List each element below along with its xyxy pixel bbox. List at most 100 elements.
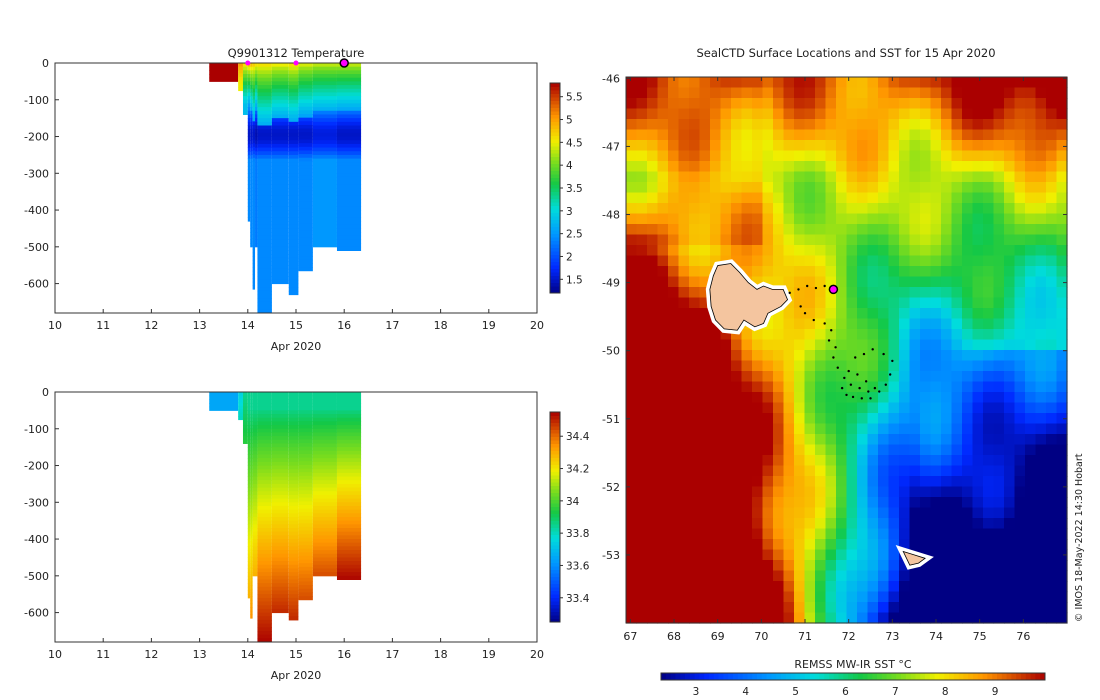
sst-cell xyxy=(993,140,1005,152)
section-cell xyxy=(271,461,289,467)
section-cell xyxy=(209,392,239,397)
section-cell xyxy=(298,490,313,495)
sst-cell xyxy=(710,539,722,551)
sst-cell xyxy=(794,581,806,593)
sst-cell xyxy=(731,434,743,446)
sst-cell xyxy=(741,423,753,435)
sst-cell xyxy=(1004,308,1016,320)
section-cell xyxy=(288,283,299,288)
section-cell xyxy=(312,517,337,522)
sst-cell xyxy=(794,287,806,299)
sst-cell xyxy=(804,444,816,456)
sst-cell xyxy=(1004,413,1016,425)
sst-cell xyxy=(941,140,953,152)
colorbar-swatch xyxy=(550,468,560,472)
sst-cell xyxy=(647,518,659,530)
sst-cell xyxy=(972,381,984,393)
colorbar-swatch xyxy=(550,489,560,493)
sst-cell xyxy=(657,98,669,110)
section-cell xyxy=(250,176,253,182)
section-cell xyxy=(298,234,313,239)
sst-cell xyxy=(951,276,963,288)
sst-cell xyxy=(741,402,753,414)
section-cell xyxy=(271,110,289,115)
sst-cell xyxy=(857,602,869,614)
sst-cell xyxy=(1014,528,1026,540)
section-cell xyxy=(250,464,253,470)
sst-cell xyxy=(815,465,827,477)
latest-position-marker xyxy=(828,284,839,295)
section-cell xyxy=(312,92,337,97)
sst-cell xyxy=(1004,77,1016,89)
sst-cell xyxy=(962,581,974,593)
section-cell xyxy=(247,406,251,411)
colorbar-swatch xyxy=(550,583,560,588)
section-cell xyxy=(257,243,272,248)
section-cell xyxy=(271,121,289,126)
sst-cell xyxy=(752,224,764,236)
sst-cell xyxy=(678,444,690,456)
colorbar-swatch xyxy=(550,555,560,560)
section-cell xyxy=(247,210,251,215)
sst-cell xyxy=(699,518,711,530)
sst-cell xyxy=(836,108,848,120)
section-cell xyxy=(271,392,289,397)
section-cell xyxy=(271,96,289,101)
sst-cell xyxy=(731,518,743,530)
sst-cell xyxy=(909,497,921,509)
section-cell xyxy=(250,592,253,597)
sst-cell xyxy=(1046,255,1058,267)
section-cell xyxy=(255,92,258,97)
section-cell xyxy=(257,630,272,636)
sst-cell xyxy=(783,108,795,120)
sst-cell xyxy=(783,570,795,582)
section-cell xyxy=(252,157,256,162)
section-cell xyxy=(250,453,253,459)
sst-cell xyxy=(983,234,995,246)
sst-cell xyxy=(867,329,879,341)
sst-cell xyxy=(1014,465,1026,477)
sst-cell xyxy=(993,150,1005,162)
sst-cell xyxy=(962,528,974,540)
map-x-tick-label: 68 xyxy=(667,630,681,643)
sst-cell xyxy=(668,276,680,288)
section-cell xyxy=(257,173,272,178)
sst-cell xyxy=(773,612,785,624)
section-cell xyxy=(250,530,253,535)
sst-cell xyxy=(899,371,911,383)
section-cell xyxy=(250,497,253,502)
section-cell xyxy=(336,81,362,86)
section-cell xyxy=(250,199,253,204)
sst-cell xyxy=(825,539,837,551)
section-cell xyxy=(336,228,362,233)
sst-cell xyxy=(647,119,659,131)
sst-cell xyxy=(794,497,806,509)
section-cell xyxy=(247,461,251,467)
section-cell xyxy=(336,564,362,569)
colorbar-swatch xyxy=(550,265,560,269)
sst-colorbar-tick-label: 5 xyxy=(792,686,799,698)
sst-cell xyxy=(846,465,858,477)
section-cell xyxy=(298,161,313,166)
sst-cell xyxy=(1035,150,1047,162)
sst-cell xyxy=(783,119,795,131)
section-cell xyxy=(252,395,258,400)
section-cell xyxy=(312,472,337,478)
sst-cell xyxy=(689,434,701,446)
sst-cell xyxy=(836,549,848,561)
sst-cell xyxy=(783,350,795,362)
section-cell xyxy=(298,201,313,206)
sst-cell xyxy=(668,497,680,509)
sst-cell xyxy=(899,234,911,246)
sst-cell xyxy=(1014,266,1026,278)
section-cell xyxy=(336,410,362,415)
section-cell xyxy=(336,465,362,470)
section-cell xyxy=(257,272,272,277)
sst-cell xyxy=(741,570,753,582)
section-cell xyxy=(242,85,248,90)
sst-cell xyxy=(626,455,638,467)
sst-cell xyxy=(920,455,932,467)
sst-cell xyxy=(962,476,974,488)
sst-cell xyxy=(647,381,659,393)
sst-cell xyxy=(857,245,869,257)
